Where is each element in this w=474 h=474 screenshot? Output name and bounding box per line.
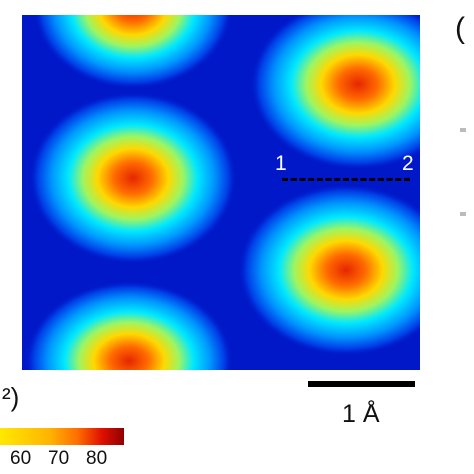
linecut-start-label: 1 <box>275 152 287 175</box>
atom-peak <box>33 15 233 89</box>
colorbar-tick: 80 <box>86 448 108 469</box>
linecut-end-label: 2 <box>402 152 414 175</box>
linecut-dashed-line <box>282 178 410 181</box>
colorbar-tick: 60 <box>10 448 32 469</box>
atom-peak <box>29 92 237 264</box>
scale-bar-label: 1 Å <box>342 400 380 428</box>
atom-peak <box>25 281 233 370</box>
neighbor-panel-fragment <box>460 128 466 132</box>
atom-peak <box>250 15 420 170</box>
intensity-map <box>22 15 420 370</box>
panel-label-right: ( <box>455 12 465 45</box>
neighbor-panel-fragment <box>460 212 466 216</box>
colorbar <box>0 428 124 445</box>
intensity-map-image <box>22 15 420 370</box>
colorbar-tick: 70 <box>48 448 70 469</box>
scale-bar <box>308 381 415 387</box>
colorbar-unit-fragment: ²) <box>2 382 20 412</box>
atom-peak <box>238 184 420 356</box>
